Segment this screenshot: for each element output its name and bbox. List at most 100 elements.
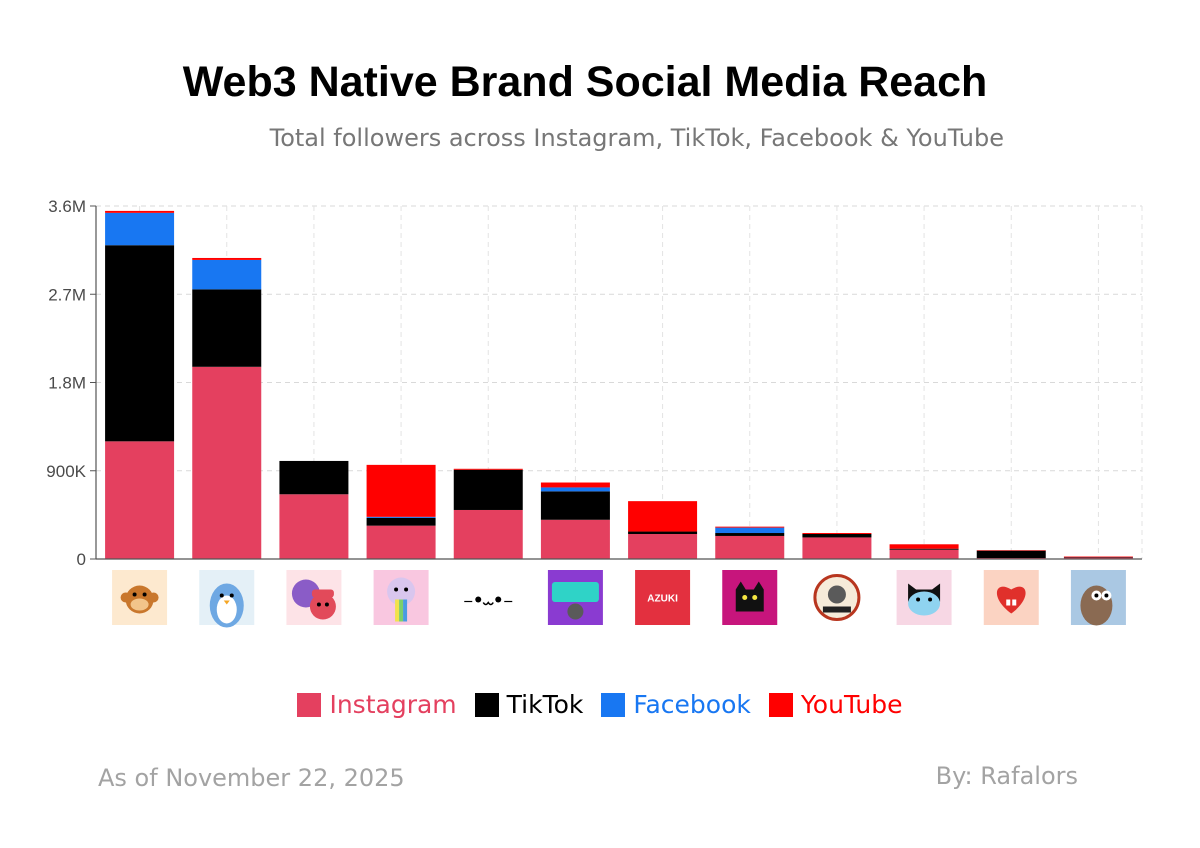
bar-segment-youtube xyxy=(540,482,610,488)
bar-segment-tiktok xyxy=(279,460,349,495)
brown-creature-icon xyxy=(1070,570,1126,626)
stacked-bar-chart: 0 900K 1.8M 2.7M 3.6M AZUKI xyxy=(46,197,1143,628)
bar-segment-youtube xyxy=(192,257,262,260)
chart-title: Web3 Native Brand Social Media Reach xyxy=(182,58,988,106)
legend-item-youtube: YouTube xyxy=(768,690,903,719)
bar-segment-instagram xyxy=(105,441,175,559)
logo-shape xyxy=(394,587,399,592)
footer-author: By: Rafalors xyxy=(935,762,1078,790)
logo-shape xyxy=(551,582,599,602)
logo-shape xyxy=(132,592,137,597)
bar-segment-tiktok xyxy=(540,491,610,520)
bar-segment-instagram xyxy=(453,509,523,559)
bar-segment-youtube xyxy=(802,533,872,534)
logo-shape xyxy=(223,600,230,605)
logo-shape xyxy=(309,593,336,620)
logo-shape xyxy=(316,602,321,607)
legend-label-youtube: YouTube xyxy=(800,690,903,719)
logo-shape xyxy=(916,597,921,602)
logo-shape xyxy=(219,593,224,598)
logo-shape xyxy=(404,587,409,592)
bar-segment-instagram xyxy=(366,525,436,559)
legend-swatch-tiktok xyxy=(474,692,499,717)
y-tick-label: 3.6M xyxy=(48,197,86,216)
logo-shape xyxy=(752,595,758,600)
black-cat-icon xyxy=(722,570,778,625)
bar-segment-tiktok xyxy=(889,548,959,550)
logo-shape xyxy=(822,606,851,613)
bar-segment-youtube xyxy=(366,464,436,517)
bars xyxy=(105,210,1133,559)
bar-segment-youtube xyxy=(453,468,523,470)
purple-octopus-icon xyxy=(286,570,342,625)
azuki-logo-text: AZUKI xyxy=(647,594,678,605)
bar-segment-tiktok xyxy=(976,550,1046,559)
logo-shape xyxy=(148,592,159,603)
legend-item-facebook: Facebook xyxy=(601,690,751,719)
logo-shape xyxy=(735,581,764,612)
logo-background xyxy=(635,570,691,625)
logo-shape xyxy=(475,596,482,603)
bar-segment-facebook xyxy=(105,212,175,246)
legend-label-tiktok: TikTok xyxy=(506,690,584,719)
logo-shape xyxy=(216,595,237,624)
logo-shape xyxy=(1006,599,1011,606)
legend-swatch-facebook xyxy=(601,692,626,717)
logo-shape xyxy=(324,602,329,607)
legend-label-instagram: Instagram xyxy=(329,690,457,719)
logo-shape xyxy=(229,593,234,598)
bar-segment-youtube xyxy=(105,210,175,213)
logo-shape xyxy=(130,598,149,611)
brand-logos: AZUKI xyxy=(112,570,1126,628)
logo-shape xyxy=(395,599,400,622)
logo-shape xyxy=(142,592,147,597)
bar-segment-facebook xyxy=(192,259,262,290)
logo-shape xyxy=(1012,599,1017,606)
logo-shape xyxy=(742,595,748,600)
cartoon-cat-icon xyxy=(896,570,952,625)
logo-shape xyxy=(908,591,941,616)
y-tick-label: 2.7M xyxy=(48,285,86,304)
logo-shape xyxy=(387,577,416,606)
bar-segment-tiktok xyxy=(628,531,698,534)
logo-shape xyxy=(311,589,334,598)
bar-segment-facebook xyxy=(715,527,785,534)
logo-background xyxy=(460,570,516,625)
bar-segment-instagram xyxy=(889,549,959,559)
logo-shape xyxy=(482,601,494,606)
bar-segment-instagram xyxy=(279,494,349,559)
rainbow-face-icon xyxy=(373,570,429,625)
logo-shape xyxy=(928,597,933,602)
logo-shape xyxy=(399,599,404,622)
legend-item-instagram: Instagram xyxy=(297,690,457,719)
legend-item-tiktok: TikTok xyxy=(474,690,584,719)
claynosaurz-icon xyxy=(547,570,603,625)
logo-shape xyxy=(403,599,408,622)
legend-swatch-youtube xyxy=(768,692,793,717)
logo-shape xyxy=(567,603,584,620)
bar-segment-youtube xyxy=(715,526,785,528)
bar-segment-youtube xyxy=(889,544,959,549)
legend-label-facebook: Facebook xyxy=(633,690,751,719)
azuki-icon: AZUKI xyxy=(635,570,691,625)
logo-shape xyxy=(1094,593,1099,598)
red-heart-icon xyxy=(983,570,1039,625)
y-tick-label: 900K xyxy=(46,462,86,481)
logo-shape xyxy=(996,586,1026,614)
bar-segment-tiktok xyxy=(192,289,262,367)
monkey-pixel-icon xyxy=(112,570,168,625)
y-tick-label: 0 xyxy=(77,550,86,569)
axes: 0 900K 1.8M 2.7M 3.6M xyxy=(46,197,1142,569)
bar-segment-facebook xyxy=(540,487,610,492)
bar-segment-instagram xyxy=(628,533,698,559)
bar-segment-tiktok xyxy=(366,517,436,526)
bar-segment-instagram xyxy=(715,535,785,559)
bar-segment-tiktok xyxy=(715,533,785,536)
y-tick-label: 1.8M xyxy=(48,374,86,393)
bar-segment-facebook xyxy=(366,516,436,518)
bar-segment-youtube xyxy=(628,501,698,532)
sad-times-icon xyxy=(809,570,865,625)
logo-shape xyxy=(495,596,502,603)
bar-segment-tiktok xyxy=(453,469,523,510)
chart-subtitle: Total followers across Instagram, TikTok… xyxy=(269,124,1004,152)
